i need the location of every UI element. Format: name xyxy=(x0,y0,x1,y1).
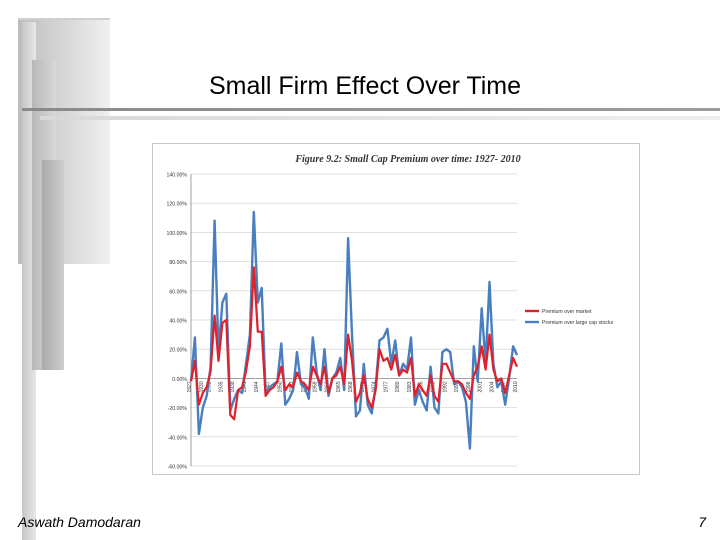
y-axis: 140.00% 120.00% 100.00% 80.00% 60.00% 40.00% 2… xyxy=(167,173,188,471)
chart-series xyxy=(189,210,519,450)
chart-image: Figure 9.2: Small Cap Premium over time:… xyxy=(152,143,640,475)
x-tick-label: 1935 xyxy=(218,381,224,392)
page-number: 7 xyxy=(698,514,706,530)
x-tick-label: 1977 xyxy=(383,381,389,392)
y-tick-label: 100.00% xyxy=(167,231,188,237)
y-tick-label: -20.00% xyxy=(168,406,188,412)
y-tick-label: 20.00% xyxy=(169,348,187,354)
x-tick-label: 1927 xyxy=(187,381,193,392)
legend-label: Premium over market xyxy=(542,309,592,315)
x-tick-label: 1944 xyxy=(254,381,260,392)
y-tick-label: -40.00% xyxy=(168,435,188,441)
x-tick-label: 1998 xyxy=(466,381,472,392)
series-line-premium-over-market xyxy=(189,266,519,421)
line-chart: Figure 9.2: Small Cap Premium over time:… xyxy=(167,154,614,471)
x-tick-label: 1992 xyxy=(442,381,448,392)
y-tick-label: -60.00% xyxy=(168,465,188,471)
decorative-bar xyxy=(42,160,64,370)
x-tick-label: 1938 xyxy=(230,381,236,392)
x-tick-label: 1995 xyxy=(454,381,460,392)
y-tick-label: 60.00% xyxy=(169,289,187,295)
x-tick-label: 1968 xyxy=(348,381,354,392)
title-divider xyxy=(22,108,720,111)
x-tick-label: 1941 xyxy=(242,381,248,392)
chart-legend: Premium over market Premium over large ca… xyxy=(525,309,614,326)
decorative-line xyxy=(18,18,110,20)
y-tick-label: 0.00% xyxy=(172,377,187,383)
x-tick-label: 1959 xyxy=(313,381,319,392)
x-tick-label: 1980 xyxy=(395,381,401,392)
x-tick-label: 1983 xyxy=(407,381,413,392)
page-title: Small Firm Effect Over Time xyxy=(208,72,522,100)
y-tick-label: 140.00% xyxy=(167,173,188,179)
x-tick-label: 2010 xyxy=(513,381,519,392)
x-tick-label: 1932 xyxy=(207,381,213,392)
author-name: Aswath Damodaran xyxy=(18,514,141,530)
y-tick-label: 80.00% xyxy=(169,260,187,266)
title-divider-shadow xyxy=(40,116,720,120)
chart-title: Figure 9.2: Small Cap Premium over time:… xyxy=(294,154,520,165)
x-tick-label: 2004 xyxy=(489,381,495,392)
series-line-premium-over-large-cap xyxy=(189,210,519,450)
legend-label: Premium over large cap stocks xyxy=(542,320,614,326)
x-tick-label: 1965 xyxy=(336,381,342,392)
chart-grid xyxy=(190,173,517,467)
x-tick-label: 2001 xyxy=(478,381,484,392)
y-tick-label: 120.00% xyxy=(167,202,188,208)
y-tick-label: 40.00% xyxy=(169,319,187,325)
x-tick-label: 1950 xyxy=(277,381,283,392)
x-tick-label: 1930 xyxy=(199,381,205,392)
